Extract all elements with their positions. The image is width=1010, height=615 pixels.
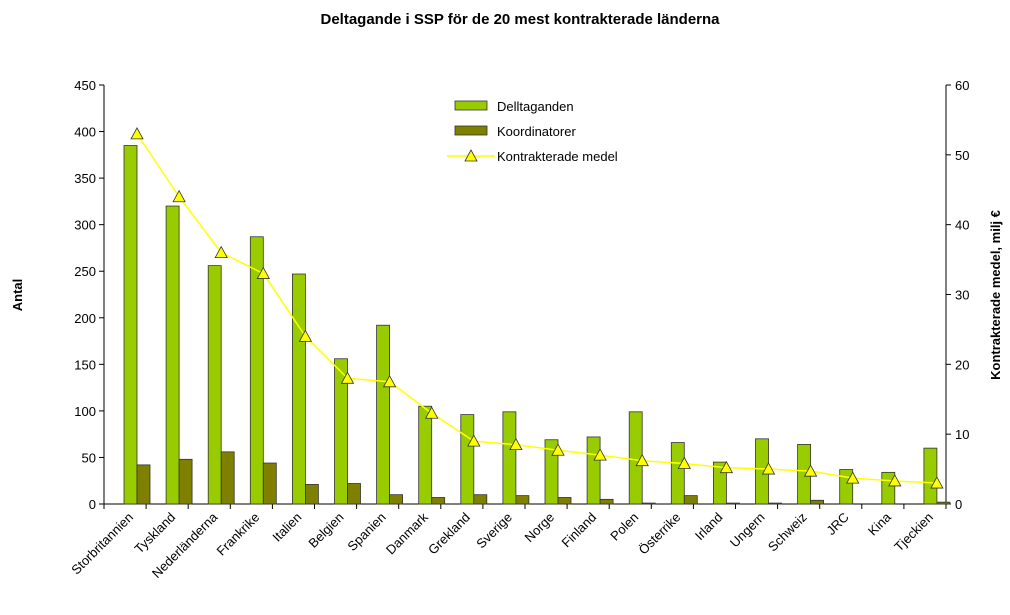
y-tick-label: 200 <box>74 311 96 326</box>
y2-tick-label: 10 <box>955 427 969 442</box>
bar <box>881 471 896 505</box>
marker <box>382 374 397 388</box>
bar <box>347 483 361 505</box>
y-tick-label: 350 <box>74 171 96 186</box>
bar <box>304 484 319 505</box>
legend-swatch <box>454 125 488 136</box>
marker <box>677 456 691 469</box>
y2-tick-label: 0 <box>955 497 962 512</box>
bar <box>768 502 782 505</box>
bar <box>136 464 151 505</box>
x-tick-label: Grekland <box>425 510 473 558</box>
line <box>136 133 937 484</box>
bar <box>599 498 614 505</box>
marker <box>467 434 481 447</box>
bar <box>460 414 475 505</box>
bar <box>220 451 235 505</box>
legend-label: Koordinatorer <box>497 124 576 139</box>
y2-tick-label: 50 <box>955 148 969 163</box>
x-tick-label: Kina <box>865 509 895 539</box>
bar <box>473 494 488 505</box>
marker <box>635 453 649 467</box>
marker <box>761 462 776 475</box>
bar <box>544 439 559 505</box>
bar <box>389 494 404 505</box>
y2-tick-label: 40 <box>955 218 969 233</box>
bar <box>502 411 517 505</box>
y-tick-label: 150 <box>74 357 96 372</box>
y-axis-title: Antal <box>10 279 25 312</box>
y2-axis-title: Kontrakterade medel, milj € <box>988 210 1003 380</box>
marker <box>846 471 860 484</box>
y-tick-label: 450 <box>74 78 96 93</box>
bar <box>123 145 138 505</box>
marker <box>888 474 902 487</box>
marker <box>214 245 228 259</box>
x-tick-label: Irland <box>692 510 726 544</box>
x-tick-label: Norge <box>521 510 557 546</box>
y2-tick-label: 30 <box>955 288 969 303</box>
marker <box>425 406 439 419</box>
bar <box>334 358 348 505</box>
y-tick-label: 400 <box>74 125 96 140</box>
y-tick-label: 50 <box>82 450 96 465</box>
y-tick-label: 0 <box>89 497 96 512</box>
x-tick-label: Ungern <box>727 510 768 551</box>
marker <box>340 371 355 384</box>
bar <box>810 499 824 505</box>
bar <box>418 405 433 505</box>
bar <box>207 265 222 505</box>
marker <box>593 448 607 461</box>
marker <box>509 437 523 451</box>
marker <box>256 266 270 279</box>
x-tick-label: Tjeckien <box>891 510 936 555</box>
bar <box>515 495 530 505</box>
bar <box>936 501 951 505</box>
bar <box>262 462 277 505</box>
marker <box>298 329 313 342</box>
y-tick-label: 250 <box>74 264 96 279</box>
marker <box>719 460 734 474</box>
x-tick-label: Italien <box>269 510 304 545</box>
bar <box>641 502 656 505</box>
x-tick-label: Storbritannien <box>68 510 136 578</box>
marker <box>172 189 186 203</box>
bar <box>923 447 938 505</box>
y2-tick-label: 20 <box>955 357 969 372</box>
y-tick-label: 300 <box>74 218 96 233</box>
legend-label: Delltaganden <box>497 99 574 114</box>
legend-swatch <box>454 100 488 111</box>
x-tick-label: JRC <box>823 510 851 538</box>
marker <box>130 127 144 140</box>
legend-label: Kontrakterade medel <box>497 149 618 164</box>
bar <box>249 236 264 505</box>
bar <box>431 497 446 505</box>
bar <box>376 324 391 505</box>
bar <box>670 442 685 505</box>
chart-title: Deltagande i SSP för de 20 mest kontrakt… <box>320 11 720 28</box>
x-tick-label: Danmark <box>383 509 431 557</box>
legend-marker <box>464 149 478 162</box>
bar <box>178 458 193 505</box>
x-tick-label: Sverige <box>473 510 515 552</box>
bar <box>557 497 572 505</box>
x-tick-label: Polen <box>607 510 641 544</box>
y-tick-label: 100 <box>74 404 96 419</box>
marker <box>930 476 944 489</box>
x-tick-label: Finland <box>558 510 599 551</box>
bar <box>291 273 306 505</box>
x-tick-label: Frankrike <box>213 510 262 559</box>
bar <box>839 469 854 505</box>
bar <box>165 205 180 505</box>
bar <box>683 495 698 505</box>
bar <box>586 436 601 505</box>
marker <box>551 443 565 456</box>
x-tick-label: Belgien <box>305 510 346 551</box>
x-tick-label: Schweiz <box>765 510 810 555</box>
y2-tick-label: 60 <box>955 78 969 93</box>
x-tick-label: Österrike <box>636 510 684 558</box>
marker <box>803 464 818 477</box>
bar <box>726 502 740 505</box>
